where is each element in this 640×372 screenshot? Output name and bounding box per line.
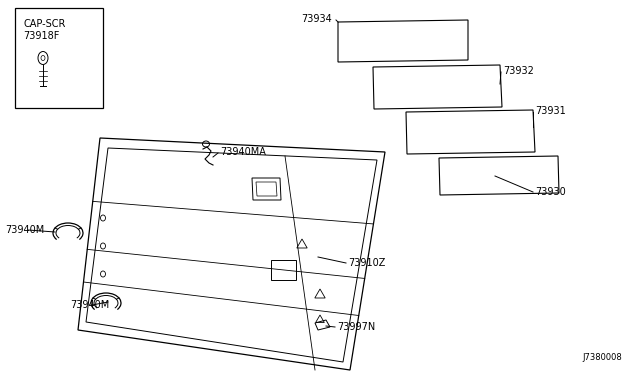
Text: 73918F: 73918F xyxy=(23,31,60,41)
Text: 73940M: 73940M xyxy=(70,300,109,310)
Text: J7380008: J7380008 xyxy=(582,353,622,362)
Text: 73934: 73934 xyxy=(301,14,332,24)
Text: 73931: 73931 xyxy=(535,106,566,116)
Text: 73932: 73932 xyxy=(503,66,534,76)
Text: 73940M: 73940M xyxy=(5,225,44,235)
Text: 73930: 73930 xyxy=(535,187,566,197)
Text: 73910Z: 73910Z xyxy=(348,258,385,268)
Text: 73997N: 73997N xyxy=(337,322,375,332)
Text: CAP-SCR: CAP-SCR xyxy=(23,19,65,29)
Bar xyxy=(15,8,103,108)
Text: 73940MA: 73940MA xyxy=(220,147,266,157)
